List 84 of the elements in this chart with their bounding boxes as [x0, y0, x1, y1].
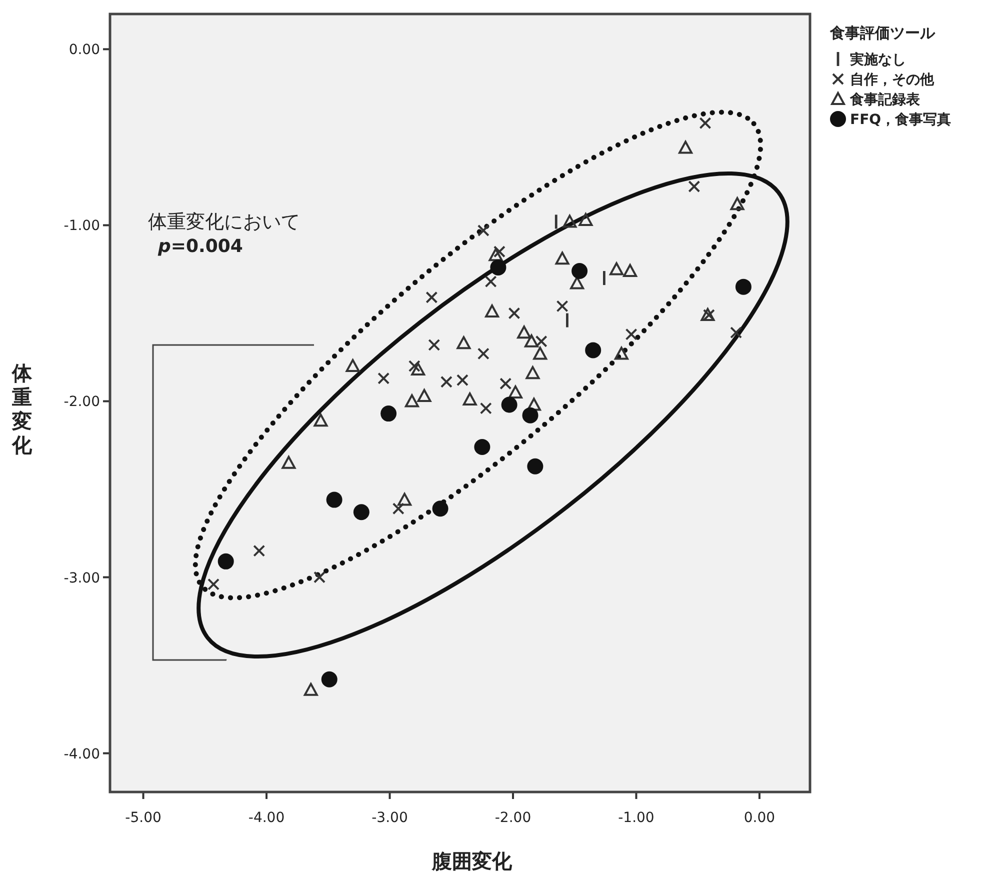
point — [526, 366, 540, 380]
legend-label: 自作，その他 — [850, 72, 935, 88]
x-axis-title: 腹囲変化 — [431, 849, 513, 873]
point — [346, 359, 360, 372]
point — [480, 402, 492, 414]
point — [533, 346, 548, 360]
point — [699, 117, 712, 130]
point — [524, 334, 538, 348]
legend-label: 実施なし — [850, 51, 906, 68]
y-tick-label: -3.00 — [64, 570, 100, 586]
point — [392, 502, 404, 515]
legend-label: 食事記録表 — [849, 92, 921, 108]
point — [730, 326, 742, 339]
point — [572, 262, 588, 279]
point — [282, 456, 296, 469]
annotation: 体重変化において — [148, 211, 300, 233]
point — [474, 439, 490, 456]
y-tick-label: 0.00 — [68, 42, 100, 58]
point — [428, 338, 440, 351]
point — [508, 385, 522, 398]
point — [688, 180, 700, 192]
point — [527, 458, 544, 474]
point — [440, 376, 452, 388]
point — [426, 291, 438, 304]
point — [555, 252, 570, 265]
point — [411, 362, 426, 376]
point — [485, 304, 500, 318]
x-tick-label: 0.00 — [744, 810, 776, 826]
point — [456, 374, 468, 386]
point — [610, 262, 624, 276]
x-tick-label: -4.00 — [248, 810, 285, 826]
point — [253, 544, 266, 557]
point — [208, 578, 220, 590]
point — [535, 335, 548, 348]
point — [570, 276, 584, 290]
point — [730, 197, 744, 210]
y-tick-label: -2.00 — [64, 394, 100, 410]
annotation: p=0.004 — [157, 236, 243, 257]
point — [488, 248, 503, 262]
point — [735, 278, 752, 295]
x-tick-label: -5.00 — [125, 810, 162, 826]
legend-title: 食事評価ツール — [829, 24, 936, 42]
y-tick-label: -1.00 — [64, 218, 100, 234]
x-tick-label: -1.00 — [618, 810, 654, 826]
point — [484, 276, 497, 288]
point — [304, 682, 318, 696]
point — [408, 360, 420, 372]
point — [477, 348, 490, 360]
point — [378, 372, 390, 384]
point — [625, 328, 638, 340]
point — [623, 264, 638, 277]
point — [314, 571, 326, 584]
point — [678, 140, 693, 154]
point — [517, 326, 532, 339]
point — [462, 392, 477, 406]
point — [380, 406, 397, 422]
point — [417, 388, 432, 402]
point — [218, 553, 234, 570]
point — [501, 396, 518, 413]
legend-label: FFQ，食事写真 — [850, 112, 952, 128]
point — [522, 407, 538, 424]
point — [326, 492, 342, 508]
point — [585, 342, 602, 358]
point — [508, 307, 520, 320]
x-tick-label: -2.00 — [494, 810, 532, 826]
point — [614, 346, 628, 360]
point — [490, 259, 506, 276]
point — [404, 394, 419, 408]
point — [526, 398, 541, 411]
point — [477, 224, 490, 236]
point — [500, 378, 512, 390]
y-tick-label: -4.00 — [64, 746, 100, 762]
point — [353, 504, 370, 520]
point — [398, 492, 412, 506]
point — [562, 214, 577, 228]
point — [432, 500, 448, 517]
point — [321, 671, 338, 688]
x-tick-label: -3.00 — [372, 810, 408, 826]
point — [493, 246, 506, 258]
y-axis-title: 体重変化 — [11, 361, 33, 457]
point — [578, 212, 593, 226]
point — [456, 336, 471, 350]
point — [314, 414, 328, 427]
point — [556, 300, 568, 312]
